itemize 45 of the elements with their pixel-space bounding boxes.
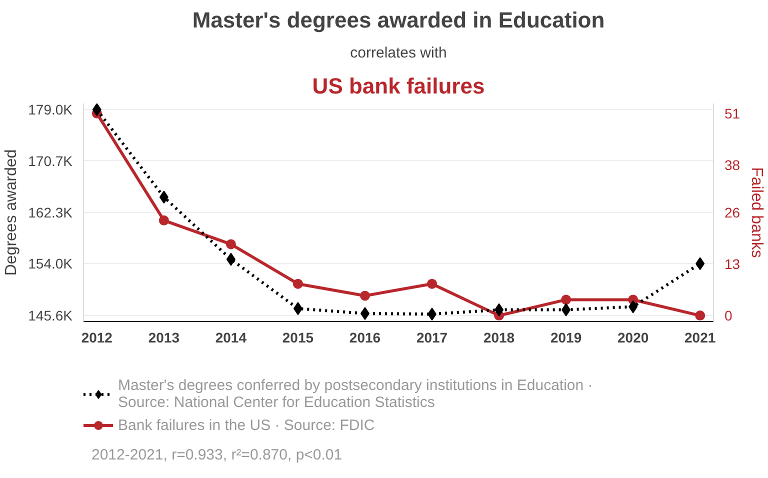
text: US bank failures xyxy=(312,74,485,98)
point xyxy=(494,303,504,316)
point xyxy=(695,310,706,321)
x-tick-label: 2012 xyxy=(81,330,113,346)
legend-label: Bank failures in the US · Source: FDIC xyxy=(118,416,375,434)
chart-subtitle: correlates with xyxy=(350,44,447,62)
x-tick-label: 2021 xyxy=(684,330,716,346)
legend-label: Master's degrees conferred by postsecondary institutions in Education · Source: National Center for Education Statistics xyxy=(118,377,593,411)
point xyxy=(226,252,236,266)
point xyxy=(292,278,303,289)
point xyxy=(428,308,437,321)
y-axis-title: Degrees awarded xyxy=(3,149,20,276)
chart-title: Master's degrees awarded in Education xyxy=(192,8,605,32)
x-tick-label: 2014 xyxy=(215,330,247,346)
y-tick-label: 170.7K xyxy=(28,152,74,169)
x-tick-label: 2017 xyxy=(416,330,448,346)
point xyxy=(427,278,438,289)
y-tick-label: 179.0K xyxy=(28,102,74,118)
point xyxy=(360,306,370,320)
point xyxy=(158,215,169,226)
y2-tick-label: 0 xyxy=(724,308,732,324)
x-tick-label: 2018 xyxy=(483,330,515,346)
point xyxy=(293,302,302,316)
y2-axis-title: Failed banks xyxy=(748,167,766,258)
y2-tick-label: 13 xyxy=(724,256,740,272)
point xyxy=(562,303,571,316)
y2-tick-label: 51 xyxy=(724,105,740,122)
x-tick-label: 2019 xyxy=(550,330,582,346)
point xyxy=(696,257,705,270)
x-tick-label: 2013 xyxy=(148,330,180,346)
point xyxy=(226,239,236,250)
point xyxy=(92,104,102,116)
y-tick-label: 145.6K xyxy=(28,307,74,324)
y-tick-label: 162.3K xyxy=(28,204,74,220)
y2-tick-label: 26 xyxy=(724,204,740,220)
x-tick-label: 2016 xyxy=(349,330,381,346)
point xyxy=(360,290,370,301)
point xyxy=(561,294,572,305)
x-tick-label: 2015 xyxy=(282,330,314,346)
text: 2012-2021, r=0.933, r²=0.870, p<0.01 xyxy=(92,446,342,464)
point xyxy=(159,190,168,204)
y2-tick-label: 38 xyxy=(724,156,740,173)
x-tick-label: 2020 xyxy=(618,330,649,346)
y-tick-label: 154.0K xyxy=(28,256,74,272)
point xyxy=(628,300,638,314)
